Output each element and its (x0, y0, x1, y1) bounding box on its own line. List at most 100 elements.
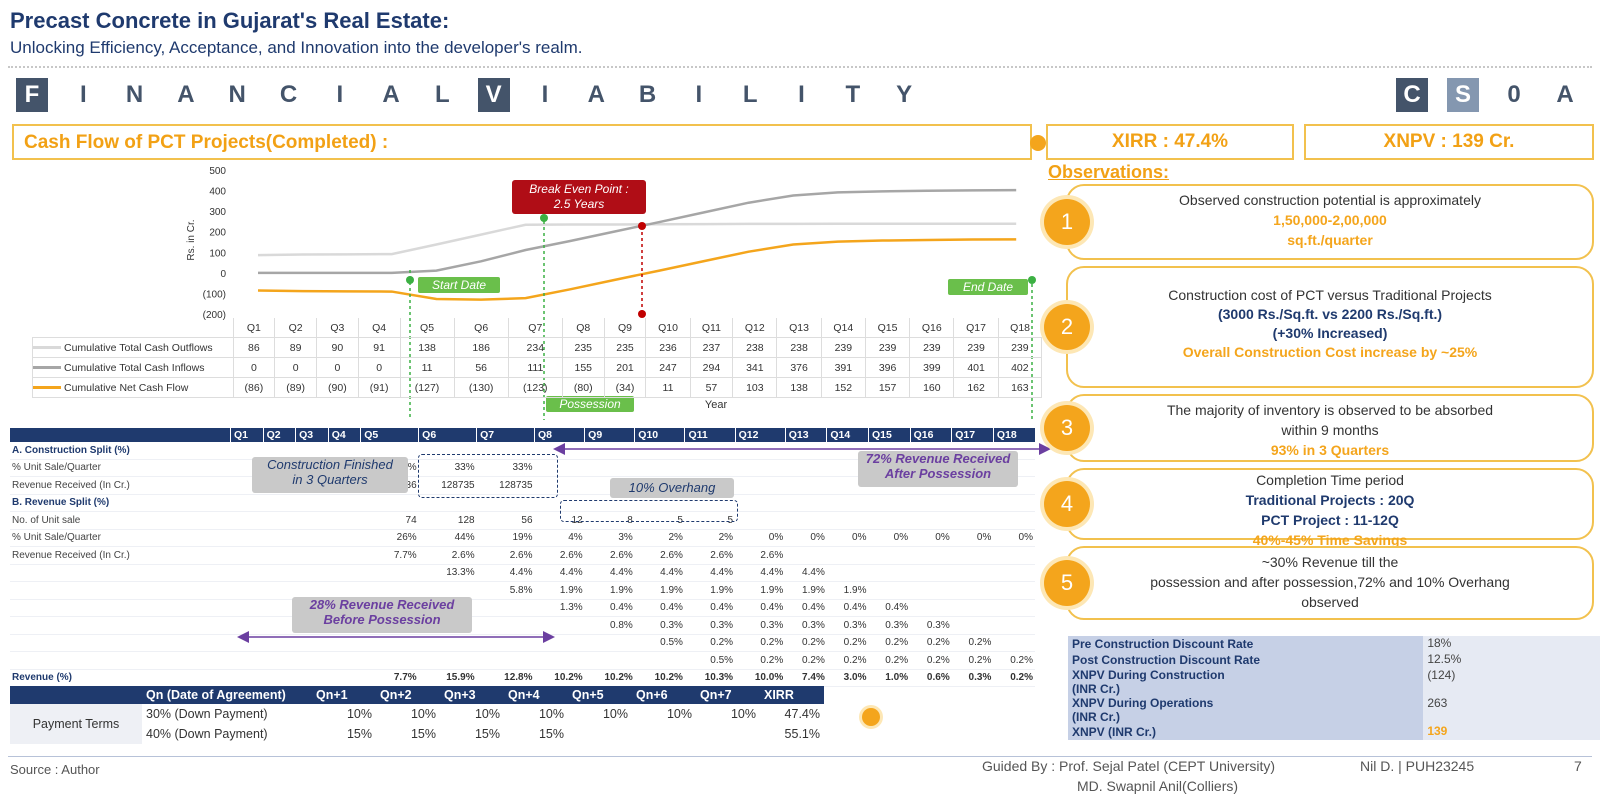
split-cell: 1.9% (534, 581, 585, 600)
payment-header-cell: Qn+6 (632, 686, 696, 704)
split-cell: 7.4% (785, 669, 827, 687)
observation-line: Observed construction potential is appro… (1179, 192, 1481, 208)
split-cell: 2% (634, 529, 685, 547)
start-date-box (418, 277, 500, 293)
split-cell: 2.6% (735, 546, 786, 565)
split-quarter-header: Q4 (327, 428, 361, 442)
split-cell: 0.3% (910, 616, 952, 635)
split-cell (785, 476, 827, 495)
split-quarter-header: Q17 (951, 428, 994, 442)
split-cell (263, 494, 296, 512)
observation-number: 3 (1044, 405, 1090, 451)
discount-key: Post Construction Discount Rate (1068, 652, 1424, 668)
split-quarter-header: Q12 (734, 428, 786, 442)
payment-cell: 10% (666, 707, 692, 721)
split-cell: 0.3% (785, 616, 827, 635)
split-quarter-header: Q6 (418, 428, 477, 442)
split-cell (993, 634, 1035, 652)
split-cell: 2.6% (476, 546, 535, 565)
series-line (258, 188, 1017, 275)
discount-row: XNPV (INR Cr.) 139 (1068, 724, 1600, 740)
split-cell: 128 (418, 511, 477, 530)
data-label: (123) (507, 377, 563, 398)
data-label: 57 (689, 377, 734, 398)
split-cell: 0.4% (868, 599, 911, 617)
split-cell (328, 651, 361, 670)
end-date-box (948, 279, 1028, 295)
source-text: Source : Author (10, 762, 100, 777)
connector-dot (1030, 135, 1046, 151)
split-cell: 0% (826, 529, 869, 547)
split-cell: 0.4% (584, 599, 635, 617)
split-quarter-header: Q10 (634, 428, 685, 442)
legend-swatch (33, 346, 61, 350)
split-cell: 0% (785, 529, 827, 547)
payment-cell (568, 724, 632, 744)
payment-header-cell: XIRR (760, 686, 824, 704)
split-cell: 4.4% (634, 564, 685, 582)
payment-cell: 10% (602, 707, 628, 721)
split-cell: 0.4% (634, 599, 685, 617)
before-possession-note: 28% Revenue Received Before Possession (292, 597, 472, 633)
data-label: 391 (820, 357, 866, 378)
footer-line (8, 756, 1592, 757)
discount-key: XNPV During Operations (INR Cr.) (1068, 696, 1424, 724)
banner-letter: A (382, 81, 400, 108)
data-label: 239 (864, 337, 911, 358)
observation-box: Construction cost of PCT versus Traditio… (1066, 266, 1594, 388)
split-cell: 1.9% (785, 581, 827, 600)
split-cell (328, 634, 361, 652)
break-even-label: 2.5 Years (553, 197, 604, 211)
observation-line: Overall Construction Cost increase by ~2… (1182, 344, 1478, 360)
y-tick-label: 200 (209, 228, 226, 239)
split-cell (360, 564, 419, 582)
chart-table: Q1 Q2 Q3 Q4 Q5 Q6 Q7 Q8 Q9 Q10 Q11 Q12 Q13 Q14 Q15 Q16 Q… (32, 318, 1043, 398)
payment-cell: 15% (538, 727, 564, 741)
split-cell (230, 442, 264, 460)
data-label: 0 (274, 357, 317, 378)
split-row: 0.5% 0.2% 0.2% 0.2% 0.2% 0.2% 0.2% 0.2% (10, 634, 1035, 652)
split-row-label: Revenue Received (In Cr.) (10, 546, 231, 565)
observation-box: ~30% Revenue till the possession and afte… (1066, 546, 1594, 620)
split-cell: 1.3% (534, 599, 585, 617)
payment-cell: 40% (Down Payment) (146, 727, 268, 741)
split-cell: 2.6% (634, 546, 685, 565)
split-cell: 0.2% (951, 634, 994, 652)
split-cell (868, 546, 911, 565)
banner-letter: F (16, 78, 48, 112)
possession-date-label: Possession (559, 397, 621, 411)
payment-cell: 55.1% (784, 727, 820, 741)
split-row-label: B. Revenue Split (%) (10, 494, 231, 512)
before-possession-text: 28% Revenue Received Before Possession (309, 597, 455, 627)
split-cell: 3.0% (826, 669, 869, 687)
overhang-note: 10% Overhang (610, 478, 734, 498)
split-cell (263, 616, 296, 635)
category-label: Q14 (820, 318, 866, 338)
data-label: 341 (732, 357, 778, 378)
split-cell: 5 (634, 511, 685, 530)
observation-box: Observed construction potential is appro… (1066, 184, 1594, 260)
split-cell (684, 442, 736, 460)
split-cell (534, 494, 585, 512)
legend-text: Cumulative Total Cash Inflows (64, 361, 205, 374)
split-cell (263, 511, 296, 530)
break-even-dot-top (638, 222, 646, 230)
xirr-value: XIRR : 47.4% (1111, 131, 1229, 152)
split-quarter-header: Q1 (230, 428, 264, 442)
banner-letter: N (228, 81, 246, 108)
data-label: 236 (645, 337, 691, 358)
data-label: 11 (645, 377, 691, 398)
split-row-label (10, 581, 231, 600)
discount-key: Pre Construction Discount Rate (1068, 636, 1424, 652)
observation-number: 1 (1044, 199, 1090, 245)
xnpv-value: XNPV : 139 Cr. (1383, 131, 1515, 152)
split-cell (476, 442, 535, 460)
split-cell (230, 669, 264, 687)
discount-key: XNPV (INR Cr.) (1068, 724, 1424, 740)
y-tick-label: 0 (220, 269, 226, 280)
split-cell: 0.2% (785, 634, 827, 652)
split-cell (826, 564, 869, 582)
split-cell: 8 (584, 511, 635, 530)
payment-cell (632, 724, 696, 744)
split-cell: 0% (868, 529, 911, 547)
